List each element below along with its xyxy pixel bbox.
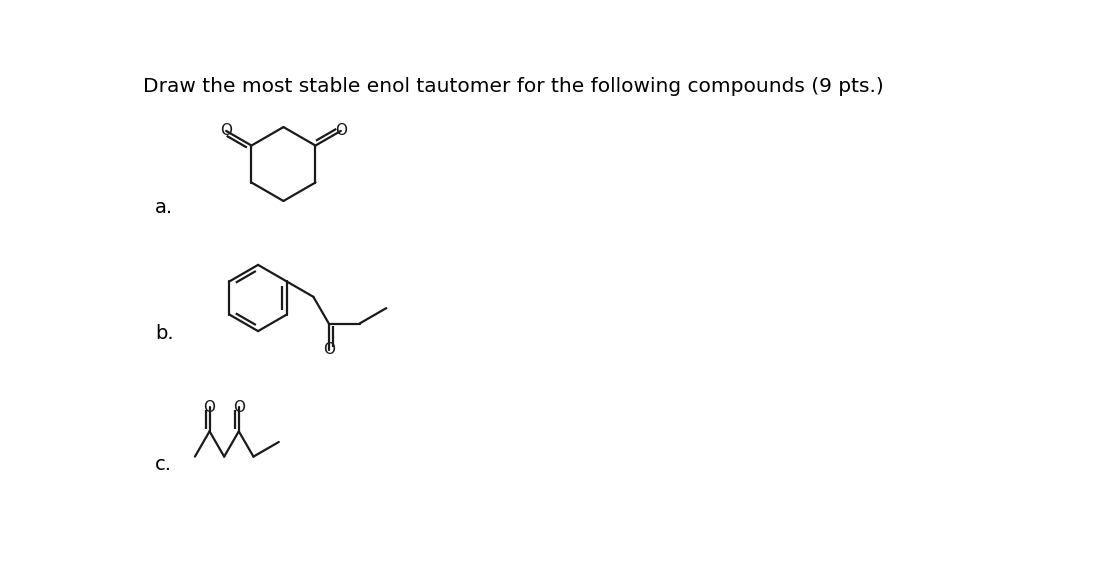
Text: O: O [335,123,347,138]
Text: c.: c. [155,455,171,474]
Text: O: O [232,400,244,415]
Text: O: O [220,123,232,138]
Text: a.: a. [155,199,173,217]
Text: Draw the most stable enol tautomer for the following compounds (9 pts.): Draw the most stable enol tautomer for t… [143,77,884,96]
Text: O: O [323,342,335,357]
Text: O: O [204,400,216,415]
Text: b.: b. [155,324,174,343]
